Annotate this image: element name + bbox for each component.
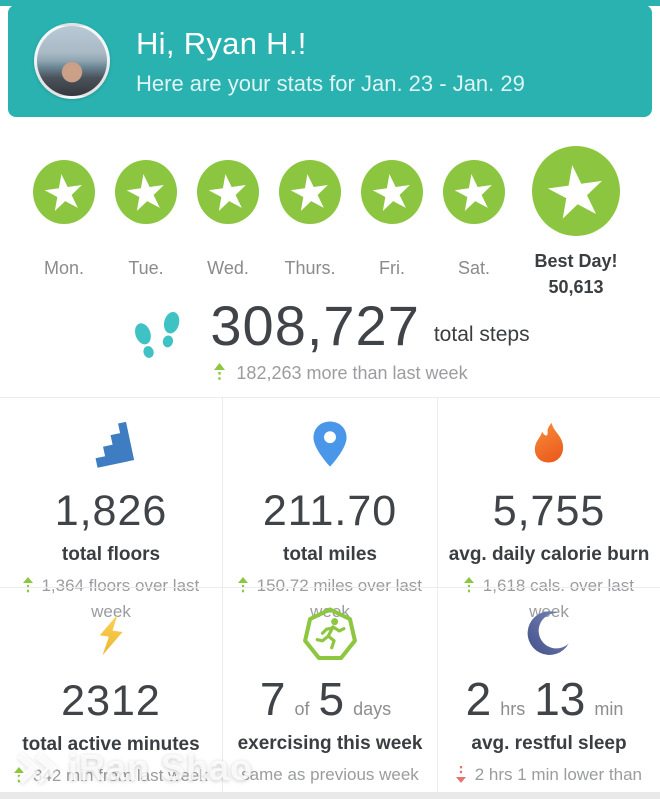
- header-top-strip: [0, 0, 660, 6]
- stat-label: total floors: [61, 544, 161, 565]
- stat-delta-text: same as previous week: [241, 765, 419, 784]
- stat-card-total-floors: 1,826 total floors 1,364 floors over las…: [0, 397, 222, 621]
- of-label: of: [294, 699, 310, 719]
- best-day-star-icon: [532, 146, 620, 236]
- avatar[interactable]: [34, 23, 110, 99]
- day-column-tue: Tue.: [108, 146, 184, 290]
- star-box: [532, 146, 620, 236]
- header: Hi, Ryan H.! Here are your stats for Jan…: [8, 5, 652, 117]
- total-steps-section: 308,727 total steps 182,263 more than la…: [0, 290, 660, 397]
- stat-value: 5,755: [492, 487, 606, 535]
- greeting: Hi, Ryan H.!: [136, 25, 307, 61]
- lightning-icon: [0, 604, 222, 666]
- star-box: [115, 146, 177, 238]
- flame-icon: [438, 414, 660, 476]
- day-label: Fri.: [379, 258, 405, 278]
- up-arrow-icon: [237, 577, 248, 594]
- stat-card-restful-sleep: 2 hrs 13 min avg. restful sleep 2 hrs 1 …: [438, 587, 660, 799]
- day-label: Wed.: [207, 258, 249, 278]
- stat-label: total active minutes: [22, 734, 200, 755]
- up-arrow-icon: [22, 577, 33, 594]
- day-column-wed: Wed.: [190, 146, 266, 290]
- day-column-mon: Mon.: [26, 146, 102, 290]
- bottom-strip: [0, 792, 660, 799]
- steps-delta-text: 182,263 more than last week: [236, 363, 468, 383]
- header-text: Hi, Ryan H.! Here are your stats for Jan…: [136, 26, 525, 97]
- star-icon: [443, 160, 505, 224]
- best-day-steps: 50,613: [548, 277, 604, 298]
- star-icon: [115, 160, 177, 224]
- days-goal-value: 5: [318, 673, 345, 725]
- footprints-icon: [135, 312, 180, 358]
- day-column-sat: Sat.: [436, 146, 512, 290]
- days-exercised-value: 7: [259, 673, 286, 725]
- stat-value: 2312: [61, 677, 161, 725]
- location-pin-icon: [223, 414, 437, 476]
- star-box: [443, 146, 505, 238]
- day-column-fri: Fri.: [354, 146, 430, 290]
- stat-value: 211.70: [262, 487, 398, 535]
- star-icon: [361, 160, 423, 224]
- stat-card-active-minutes: 2312 total active minutes 342 min from l…: [0, 587, 222, 792]
- star-icon: [33, 160, 95, 224]
- sleep-minutes-value: 13: [534, 673, 586, 725]
- total-steps-value: 308,727: [210, 294, 420, 357]
- exercise-badge-icon: [223, 604, 437, 666]
- day-label: Mon.: [43, 258, 85, 278]
- steps-main: 308,727 total steps 182,263 more than la…: [210, 298, 529, 397]
- day-label: Thurs.: [284, 258, 336, 278]
- stat-value: 2 hrs 13 min: [438, 676, 660, 722]
- sleep-hours-value: 2: [465, 673, 492, 725]
- stat-card-calorie-burn: 5,755 avg. daily calorie burn 1,618 cals…: [438, 397, 660, 621]
- star-box: [197, 146, 259, 238]
- stat-card-days-exercising: 7 of 5 days exercising this week same as…: [222, 587, 438, 792]
- stat-label: exercising this week: [237, 733, 423, 754]
- stats-date-range: Here are your stats for Jan. 23 - Jan. 2…: [136, 70, 525, 96]
- best-day-label: Best Day! 50,613: [534, 248, 617, 300]
- star-icon: [279, 160, 341, 224]
- day-column-best-day: Best Day! 50,613: [518, 146, 634, 297]
- up-arrow-icon: [464, 577, 475, 594]
- day-label: Tue.: [128, 258, 164, 278]
- week-stars-row: Mon. Tue. Wed. Thurs.: [0, 122, 660, 297]
- stat-value: 7 of 5 days: [223, 676, 437, 722]
- stat-delta: same as previous week: [223, 762, 437, 788]
- hrs-label: hrs: [500, 699, 526, 719]
- down-arrow-icon: [456, 766, 466, 783]
- up-arrow-icon: [214, 363, 226, 382]
- up-arrow-icon: [14, 767, 25, 784]
- star-box: [33, 146, 95, 238]
- total-steps-unit: total steps: [433, 323, 530, 346]
- stat-delta: 1,364 floors over last week: [0, 573, 222, 624]
- stat-card-total-miles: 211.70 total miles 150.72 miles over las…: [222, 397, 438, 621]
- star-icon: [197, 160, 259, 224]
- day-column-thurs: Thurs.: [272, 146, 348, 290]
- stat-label: total miles: [283, 544, 377, 565]
- stat-label: avg. daily calorie burn: [448, 544, 650, 565]
- star-box: [361, 146, 423, 238]
- steps-value-row: 308,727 total steps: [210, 298, 529, 354]
- moon-icon: [438, 604, 660, 666]
- day-label: Sat.: [457, 258, 491, 278]
- stat-delta-text: 342 min from last week: [32, 766, 208, 785]
- stat-label: avg. restful sleep: [471, 733, 627, 754]
- stairs-icon: [0, 414, 222, 476]
- stat-delta: 342 min from last week: [0, 763, 222, 789]
- stats-grid: 1,826 total floors 1,364 floors over las…: [0, 397, 660, 799]
- steps-delta: 182,263 more than last week: [214, 363, 529, 384]
- stat-delta-text: 1,364 floors over last week: [41, 576, 200, 621]
- star-box: [279, 146, 341, 238]
- min-label: min: [594, 699, 624, 719]
- stat-value: 1,826: [54, 487, 168, 535]
- days-label: days: [353, 699, 392, 719]
- best-day-title: Best Day!: [534, 251, 618, 271]
